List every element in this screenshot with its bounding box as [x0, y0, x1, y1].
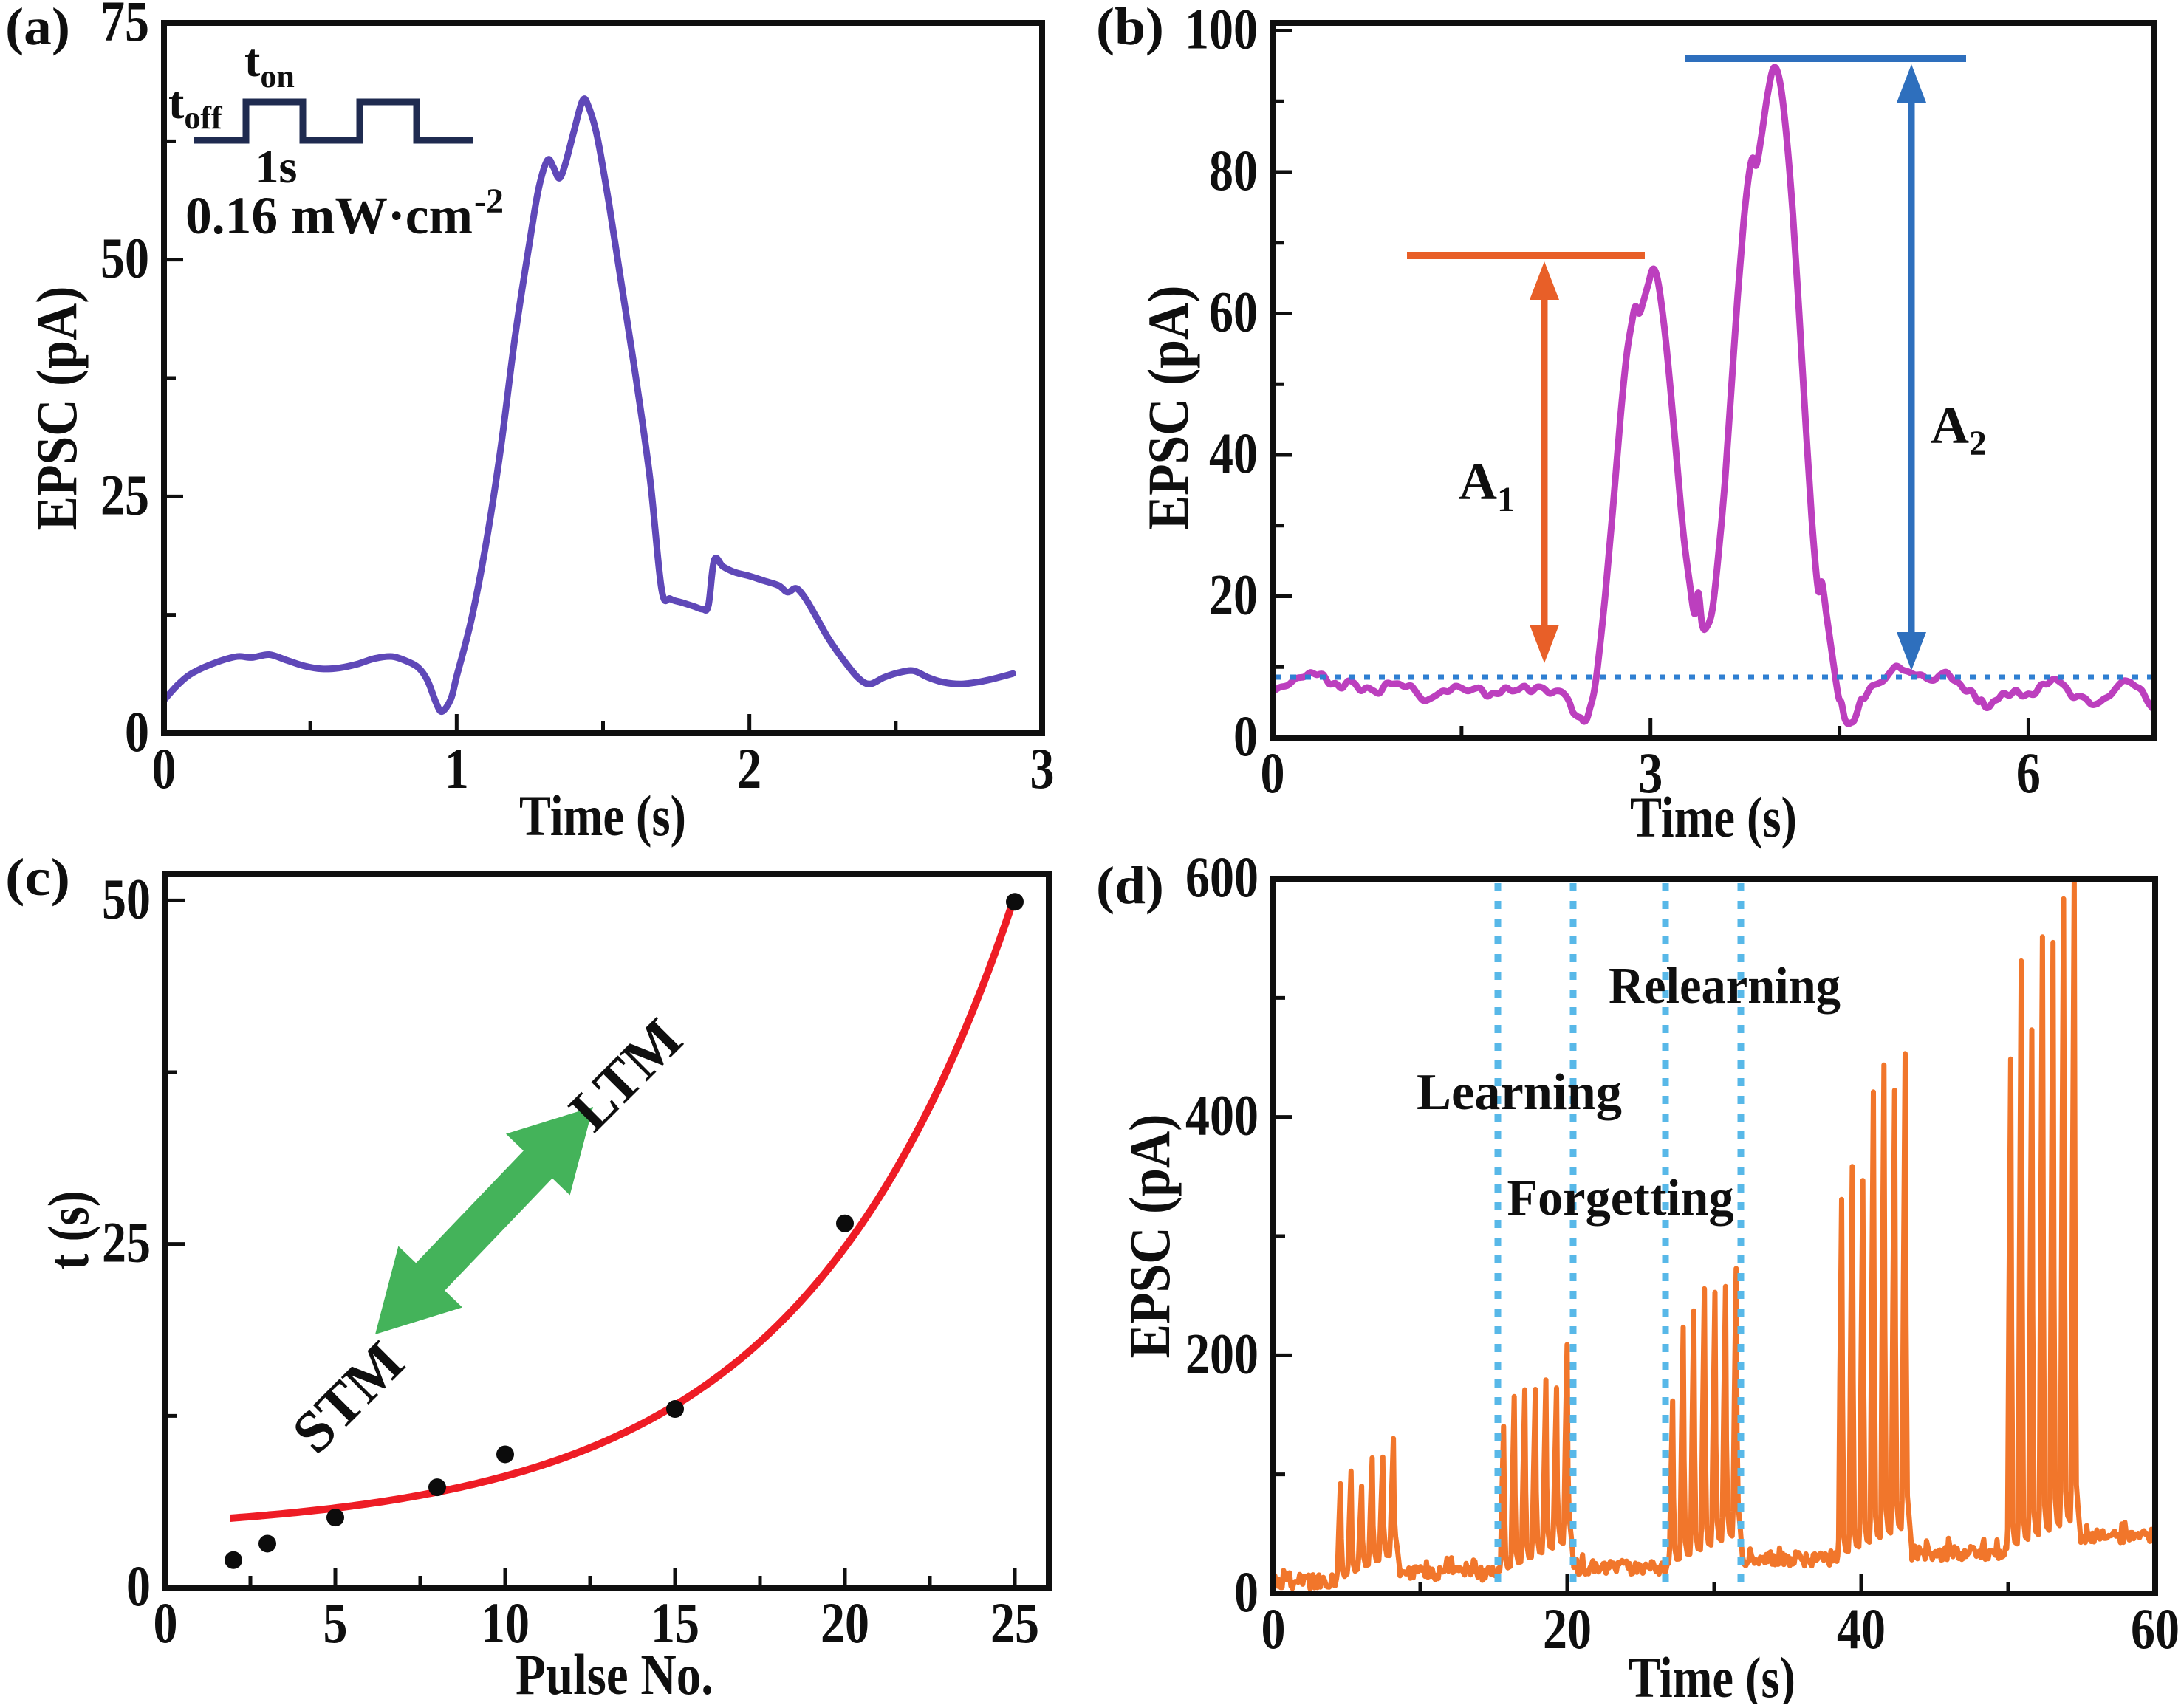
svg-text:3: 3	[1030, 736, 1055, 800]
svg-text:0.16 mW·cm: 0.16 mW·cm	[185, 186, 473, 245]
svg-text:0: 0	[1261, 741, 1285, 805]
svg-text:3: 3	[1638, 741, 1663, 805]
svg-text:10: 10	[481, 1591, 530, 1655]
svg-text:400: 400	[1185, 1083, 1259, 1148]
svg-text:75: 75	[100, 0, 149, 53]
svg-text:(c): (c)	[5, 848, 70, 907]
svg-text:A1: A1	[1459, 452, 1515, 519]
svg-text:15: 15	[651, 1591, 699, 1655]
svg-text:Forgetting: Forgetting	[1507, 1170, 1734, 1227]
svg-text:5: 5	[323, 1591, 348, 1655]
svg-text:Time (s): Time (s)	[1629, 1645, 1795, 1704]
svg-text:50: 50	[100, 226, 149, 290]
svg-text:EPSC (pA): EPSC (pA)	[1117, 1114, 1182, 1359]
svg-text:toff: toff	[168, 76, 223, 136]
svg-text:40: 40	[1209, 421, 1258, 485]
svg-text:STM: STM	[280, 1329, 417, 1466]
svg-text:25: 25	[100, 462, 149, 527]
svg-text:(b): (b)	[1096, 0, 1164, 56]
svg-text:25: 25	[102, 1210, 151, 1275]
svg-text:60: 60	[2131, 1596, 2180, 1661]
svg-text:20: 20	[1209, 563, 1258, 627]
svg-text:Relearning: Relearning	[1609, 958, 1841, 1015]
svg-text:EPSC (pA): EPSC (pA)	[1136, 286, 1200, 530]
svg-text:Learning: Learning	[1417, 1064, 1622, 1121]
svg-text:80: 80	[1209, 138, 1258, 202]
svg-text:Time (s): Time (s)	[519, 783, 686, 848]
svg-text:(a): (a)	[5, 0, 70, 56]
svg-text:100: 100	[1185, 0, 1258, 61]
svg-text:Time (s): Time (s)	[1630, 785, 1797, 849]
svg-text:50: 50	[102, 866, 151, 930]
svg-text:0: 0	[125, 699, 149, 764]
svg-text:-2: -2	[474, 182, 504, 221]
svg-text:0: 0	[126, 1554, 151, 1618]
svg-text:Pulse No.: Pulse No.	[516, 1642, 713, 1704]
svg-text:0: 0	[1233, 704, 1258, 768]
svg-text:1: 1	[445, 736, 469, 800]
svg-text:6: 6	[2016, 741, 2041, 805]
svg-text:A2: A2	[1931, 396, 1987, 463]
svg-text:20: 20	[1543, 1596, 1592, 1661]
svg-text:20: 20	[821, 1591, 869, 1655]
svg-text:(d): (d)	[1096, 856, 1164, 915]
svg-text:0: 0	[152, 736, 177, 800]
svg-text:0: 0	[1234, 1560, 1259, 1624]
svg-text:2: 2	[737, 736, 761, 800]
svg-text:600: 600	[1185, 845, 1259, 909]
svg-text:ton: ton	[244, 34, 295, 95]
svg-text:200: 200	[1185, 1321, 1259, 1385]
svg-text:0: 0	[1261, 1596, 1286, 1661]
svg-text:25: 25	[990, 1591, 1039, 1655]
svg-text:60: 60	[1209, 280, 1258, 344]
svg-text:t (s): t (s)	[36, 1191, 100, 1270]
svg-text:40: 40	[1837, 1596, 1886, 1661]
svg-text:0: 0	[154, 1591, 178, 1655]
svg-text:EPSC (pA): EPSC (pA)	[24, 287, 89, 531]
svg-text:1s: 1s	[256, 140, 298, 193]
